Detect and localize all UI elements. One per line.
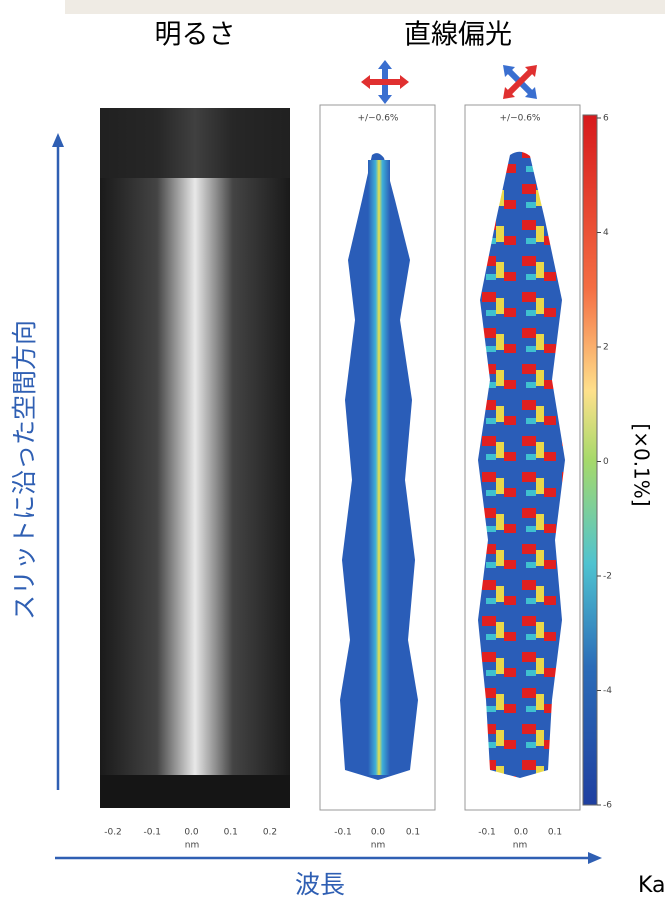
- x-tick-label: -0.1: [478, 828, 496, 838]
- polarization-icon-diagonal: [503, 65, 537, 99]
- colorbar: [583, 115, 597, 805]
- colorbar-tick-label: -2: [603, 572, 612, 582]
- polarization-icon: [361, 60, 409, 104]
- x-tick-label: 0.2: [263, 828, 277, 838]
- x-unit: nm: [513, 841, 527, 851]
- x-tick-label: 0.0: [184, 828, 199, 838]
- x-tick-label: 0.1: [406, 828, 420, 838]
- vertical-axis-label: スリットに沿った空間方向: [10, 320, 39, 620]
- vertical-arrow-head: [52, 133, 64, 147]
- brightness-title: 明るさ: [155, 20, 236, 51]
- brightness-image: [100, 108, 290, 808]
- x-tick-label: 0.1: [548, 828, 562, 838]
- horizontal-axis-label: 波長: [295, 870, 345, 899]
- colorbar-tick-label: 4: [603, 228, 609, 238]
- x-tick-label: -0.1: [143, 828, 161, 838]
- x-tick-label: 0.0: [371, 828, 386, 838]
- scale-label: +/−0.6%: [358, 114, 399, 124]
- x-tick-label: -0.1: [334, 828, 352, 838]
- x-tick-label: 0.1: [224, 828, 238, 838]
- page: {"header": {"brightness": "明るさ", "polari…: [0, 0, 665, 901]
- colorbar-label: [×0.1%]: [630, 423, 654, 506]
- polarization-title: 直線偏光: [404, 20, 512, 51]
- colorbar-tick-label: 2: [603, 343, 609, 353]
- x-tick-label: 0.0: [514, 828, 529, 838]
- colorbar-ticks: 6 4 2 0 -2 -4 -6: [597, 114, 612, 811]
- top-band: [65, 0, 665, 14]
- colorbar-tick-label: -6: [603, 801, 612, 811]
- x-unit: nm: [371, 841, 385, 851]
- colorbar-tick-label: 0: [603, 457, 609, 467]
- colorbar-tick-label: 6: [603, 114, 609, 124]
- horizontal-arrow-head: [588, 852, 602, 864]
- image-dark-top: [100, 108, 290, 178]
- x-unit: nm: [185, 841, 199, 851]
- image-dark-bottom: [100, 775, 290, 808]
- x-tick-label: -0.2: [104, 828, 122, 838]
- scale-label: +/−0.6%: [500, 114, 541, 124]
- polarization-core: [368, 160, 390, 775]
- credit: Ka: [638, 873, 665, 898]
- figure: 明るさ 直線偏光 6 4 2 0 -2 -4 -6 [×0.1%] スリットに沿った空間方向…: [0, 0, 665, 901]
- colorbar-tick-label: -4: [603, 686, 612, 696]
